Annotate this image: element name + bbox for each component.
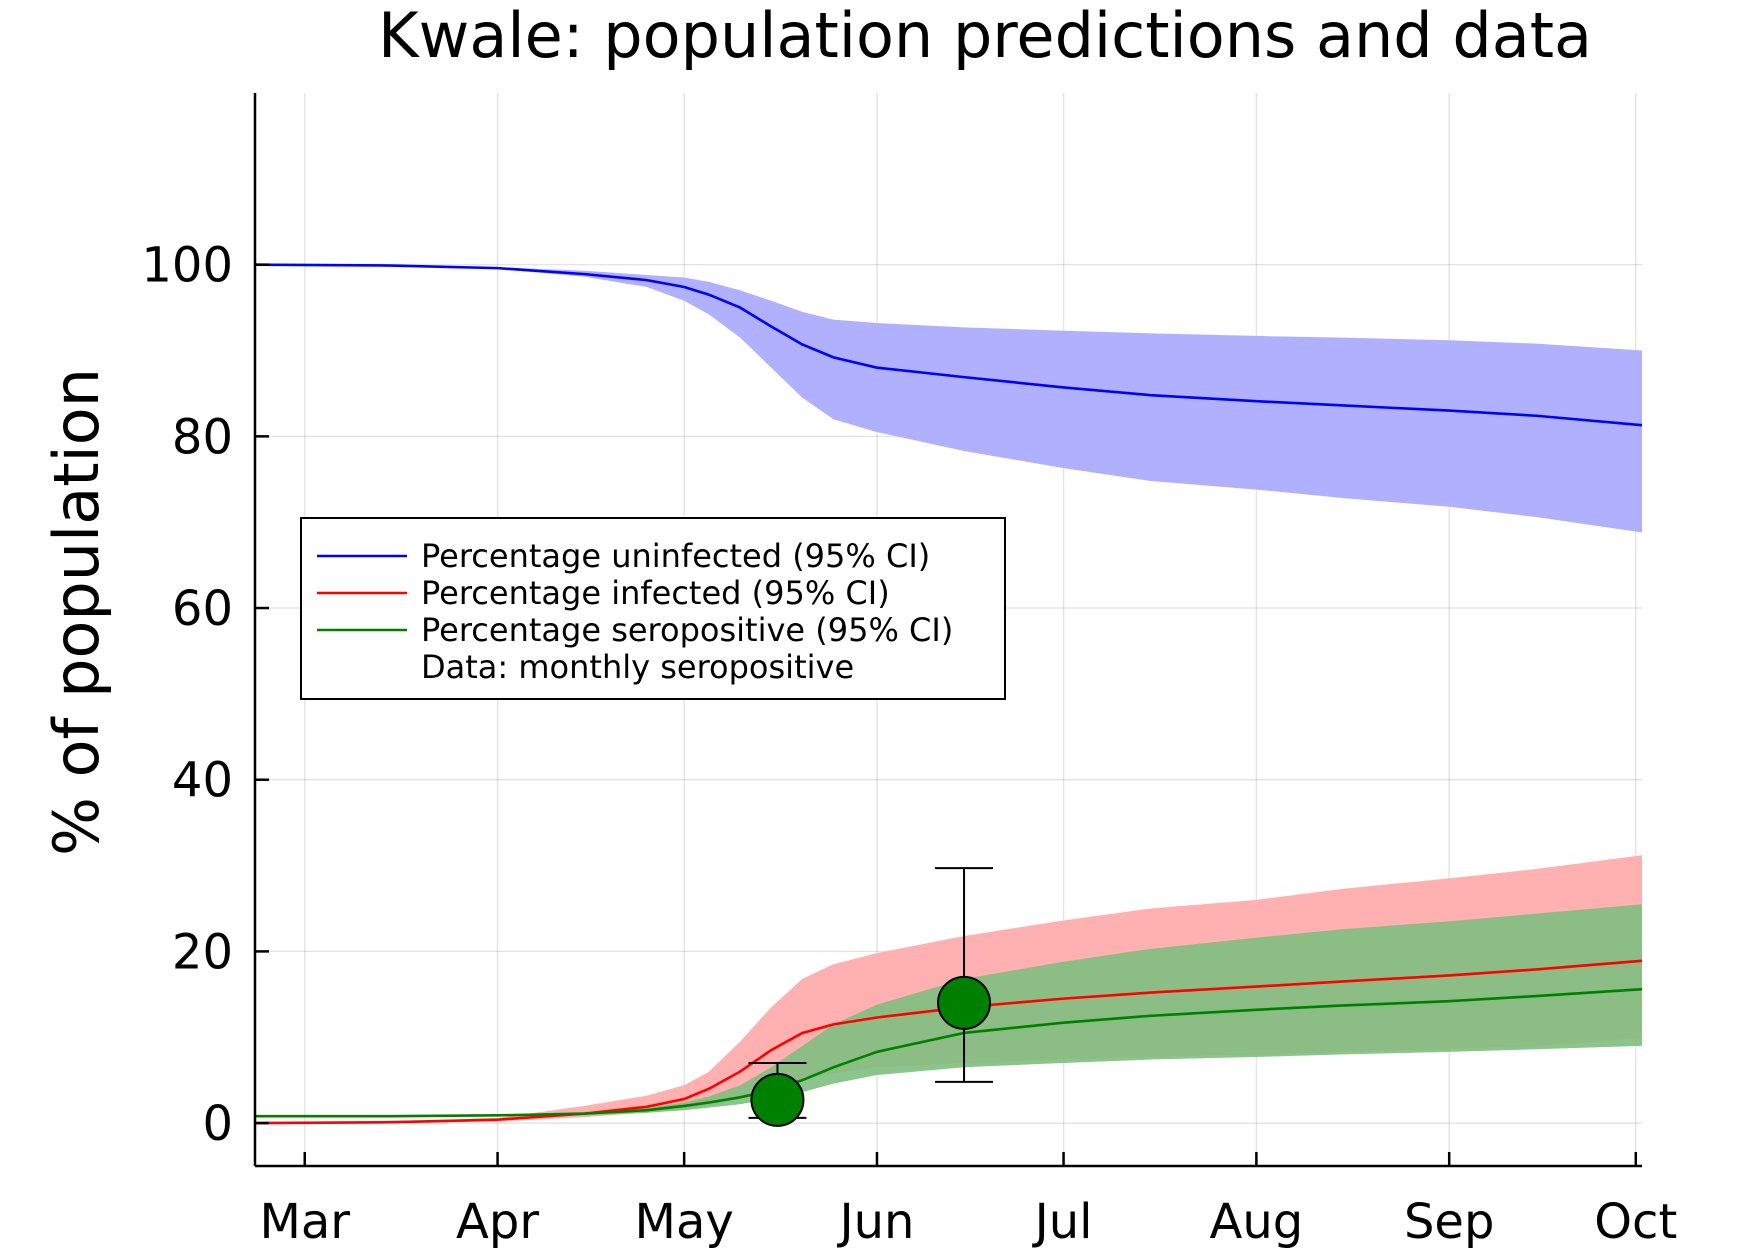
- chart-title: Kwale: population predictions and data: [378, 0, 1592, 72]
- x-tick-label: Sep: [1404, 1194, 1494, 1250]
- uninfected-line: [254, 263, 1643, 427]
- y-tick-label: 100: [141, 238, 233, 294]
- legend-box: [300, 517, 1006, 700]
- x-tick-label: Oct: [1594, 1194, 1677, 1250]
- legend: Percentage uninfected (95% CI)Percentage…: [300, 517, 1006, 700]
- legend-item-seropositive-label: Percentage seropositive (95% CI): [421, 611, 953, 649]
- x-tick-label: Aug: [1210, 1194, 1304, 1250]
- legend-item-data-label: Data: monthly seropositive: [421, 648, 854, 686]
- x-tick-label: May: [635, 1194, 734, 1250]
- x-tick-label: Mar: [259, 1194, 350, 1250]
- x-tick-label: Jul: [1032, 1194, 1093, 1250]
- y-tick-label: 80: [172, 409, 233, 465]
- data-points: [748, 867, 994, 1127]
- axes: Mar Apr May Jun Jul Aug Sep Oct 0 20 40 60 80 100: [141, 93, 1677, 1250]
- x-tick-label: Apr: [456, 1194, 539, 1250]
- series-lines: [254, 263, 1643, 1125]
- legend-item-uninfected-label: Percentage uninfected (95% CI): [421, 537, 930, 575]
- y-axis-label: % of population: [40, 368, 113, 856]
- y-tick-label: 40: [172, 753, 233, 809]
- y-tick-label: 60: [172, 581, 233, 637]
- data-point-marker: [750, 1072, 805, 1127]
- x-tick-label: Jun: [836, 1194, 914, 1250]
- legend-item-infected-label: Percentage infected (95% CI): [421, 574, 890, 612]
- data-point-marker: [937, 975, 992, 1030]
- y-tick-label: 20: [172, 924, 233, 980]
- seropositive-line: [255, 987, 1643, 1118]
- uninfected-band: [255, 264, 1642, 533]
- y-tick-label: 0: [202, 1096, 233, 1152]
